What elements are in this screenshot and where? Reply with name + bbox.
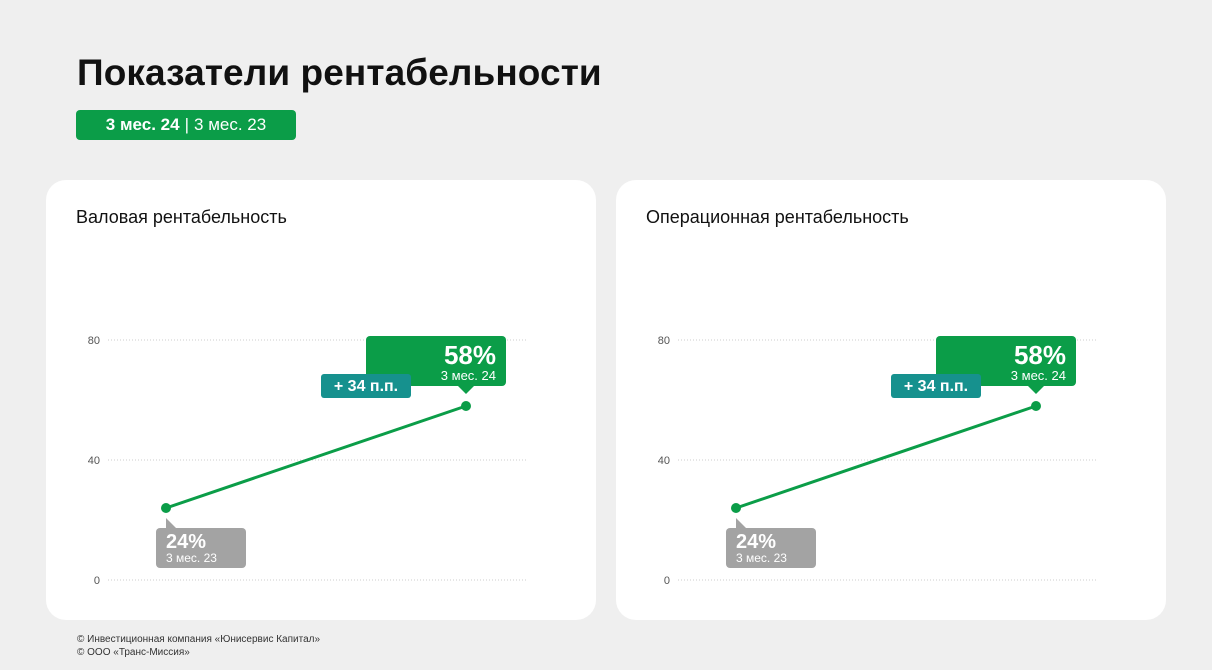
data-point [731, 503, 741, 513]
start-value-label: 24% [166, 531, 206, 553]
start-value-callout [726, 528, 816, 568]
period-previous: 3 мес. 23 [194, 115, 267, 134]
y-tick-label: 80 [658, 335, 670, 347]
y-tick-label: 40 [88, 455, 100, 467]
series-line [164, 404, 468, 510]
change-label: + 34 п.п. [904, 378, 968, 395]
change-badge [321, 374, 411, 398]
change-badge [891, 374, 981, 398]
page-title: Показатели рентабельности [77, 52, 602, 93]
period-current: 3 мес. 24 [105, 115, 180, 134]
change-label: + 34 п.п. [334, 378, 398, 395]
start-period-label: 3 мес. 23 [736, 551, 787, 565]
gross-margin-chart: 0 40 80 58%3 мес. 24 + 34 п.п. 24%3 мес. 23 [88, 335, 528, 587]
series-line [734, 404, 1038, 510]
footer: © Инвестиционная компания «Юнисервис Кап… [77, 633, 320, 659]
callout-pointer [458, 386, 474, 394]
end-period-label: 3 мес. 24 [441, 368, 496, 383]
y-tick-label: 0 [94, 575, 100, 587]
end-value-callout [366, 336, 506, 386]
start-period-label: 3 мес. 23 [166, 551, 217, 565]
y-tick-label: 0 [664, 575, 670, 587]
data-point [1031, 401, 1041, 411]
period-separator: | [184, 115, 190, 134]
y-tick-label: 80 [88, 335, 100, 347]
data-point [161, 503, 171, 513]
callout-pointer [1028, 386, 1044, 394]
chart-title: Операционная рентабельность [646, 207, 909, 227]
data-point [461, 401, 471, 411]
chart-title: Валовая рентабельность [76, 207, 287, 227]
gross-margin-card: Валовая рентабельность 0 40 80 58% 3 мес. 24… [46, 180, 596, 620]
end-value-label: 58% [1014, 340, 1066, 370]
footer-copyright-1: © Инвестиционная компания «Юнисервис Кап… [77, 634, 321, 645]
y-tick-label: 40 [658, 455, 670, 467]
start-value-callout [156, 528, 246, 568]
start-value-label: 24% [736, 531, 776, 553]
end-period-label: 3 мес. 24 [1011, 368, 1066, 383]
callout-pointer [736, 518, 746, 528]
operating-margin-chart: 0 40 80 58%3 мес. 24 + 34 п.п. 24%3 мес. 23 [658, 335, 1098, 587]
operating-margin-card: Операционная рентабельность 0 40 80 58% 3 ме… [616, 180, 1166, 620]
end-value-callout [936, 336, 1076, 386]
footer-copyright-2: © ООО «Транс-Миссия» [77, 647, 190, 658]
period-badge: 3 мес. 24 | 3 мес. 23 [76, 110, 296, 140]
callout-pointer [166, 518, 176, 528]
end-value-label: 58% [444, 340, 496, 370]
